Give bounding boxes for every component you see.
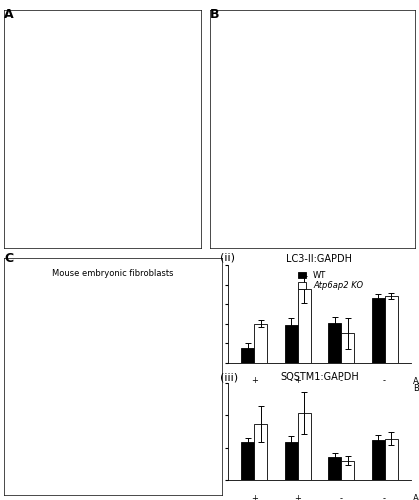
Bar xyxy=(241,348,254,362)
Text: +: + xyxy=(251,376,258,385)
Text: -: - xyxy=(340,376,343,385)
Bar xyxy=(298,412,311,480)
Text: AA/Serum: AA/Serum xyxy=(413,494,419,500)
Text: +: + xyxy=(295,494,301,500)
Text: +: + xyxy=(381,384,388,393)
Bar xyxy=(285,326,298,362)
Text: AA/Serum: AA/Serum xyxy=(413,376,419,385)
Bar xyxy=(328,456,341,480)
Text: -: - xyxy=(340,384,343,393)
Bar xyxy=(285,442,298,480)
Text: Mouse embryonic fibroblasts: Mouse embryonic fibroblasts xyxy=(52,270,174,278)
Text: C: C xyxy=(4,252,13,266)
Bar xyxy=(298,289,311,362)
Bar xyxy=(341,460,354,480)
Title: SQSTM1:GAPDH: SQSTM1:GAPDH xyxy=(280,372,359,382)
Text: B: B xyxy=(210,8,219,20)
Legend: WT, Atp6ap2 KO: WT, Atp6ap2 KO xyxy=(296,269,365,292)
Text: (iii): (iii) xyxy=(220,372,238,382)
Text: BafA1: BafA1 xyxy=(413,384,419,393)
Y-axis label: Integrated density: Integrated density xyxy=(192,268,202,359)
Bar xyxy=(328,322,341,362)
Text: -: - xyxy=(383,494,386,500)
Bar xyxy=(254,424,267,480)
Bar xyxy=(341,333,354,362)
Bar xyxy=(385,438,398,480)
Text: -: - xyxy=(383,376,386,385)
Bar xyxy=(372,298,385,362)
Y-axis label: Integrated density: Integrated density xyxy=(200,386,210,476)
Title: LC3-II:GAPDH: LC3-II:GAPDH xyxy=(287,254,352,264)
Bar xyxy=(241,442,254,480)
Text: -: - xyxy=(253,384,256,393)
Text: +: + xyxy=(295,384,301,393)
Bar xyxy=(254,324,267,362)
Bar xyxy=(372,440,385,480)
Bar xyxy=(385,296,398,362)
Text: -: - xyxy=(340,494,343,500)
Text: +: + xyxy=(251,494,258,500)
Text: (ii): (ii) xyxy=(220,252,235,262)
Text: A: A xyxy=(4,8,14,20)
Text: +: + xyxy=(295,376,301,385)
